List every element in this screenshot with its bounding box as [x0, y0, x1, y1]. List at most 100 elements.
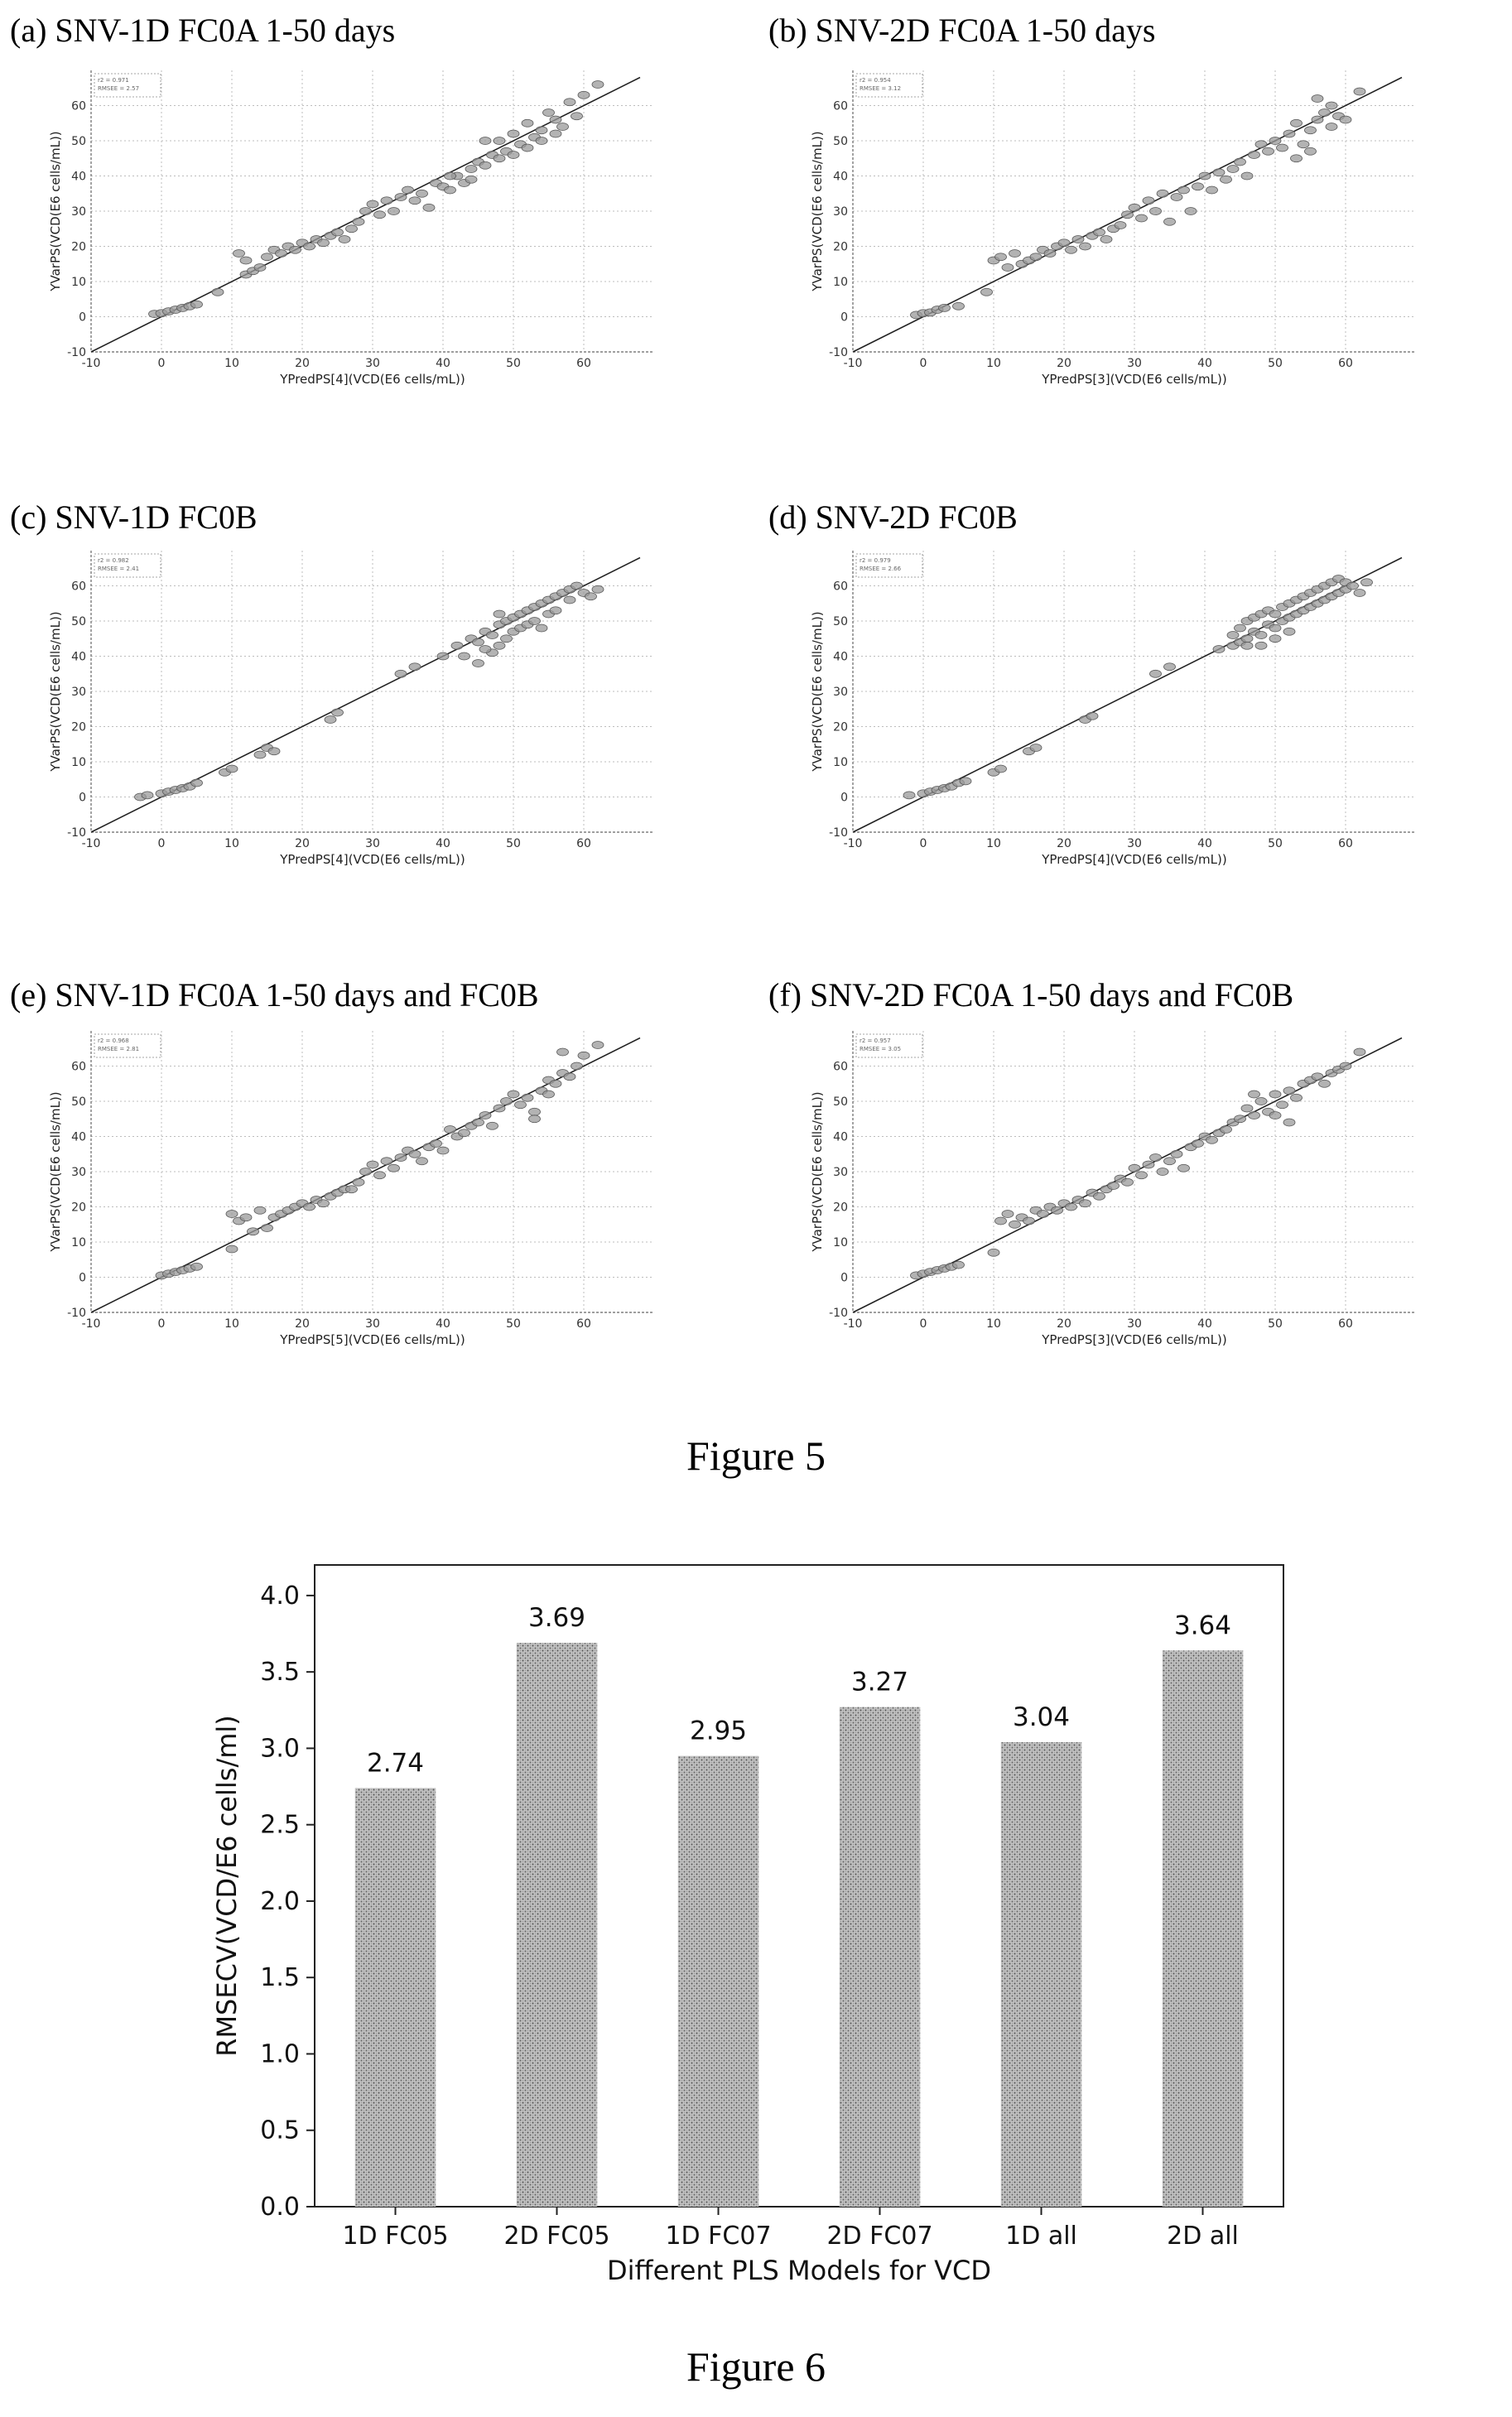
y-tick-label: 40 — [833, 171, 848, 184]
data-point — [472, 1118, 484, 1127]
x-tick-label: 50 — [1268, 837, 1283, 850]
y-tick-label: 0 — [79, 311, 86, 325]
data-point — [1318, 1079, 1331, 1088]
x-tick-label: 10 — [224, 357, 239, 370]
x-tick-label: -10 — [82, 357, 101, 370]
bar-value-label: 3.69 — [528, 1603, 585, 1633]
data-point — [1156, 189, 1169, 198]
data-point — [479, 161, 492, 170]
data-point — [542, 1090, 555, 1099]
data-point — [1290, 118, 1303, 128]
data-point — [422, 203, 436, 212]
x-tick-label: 40 — [1197, 357, 1212, 370]
data-point — [1311, 1072, 1324, 1081]
legend-entry: r2 = 0.971 — [98, 77, 129, 84]
data-point — [1318, 108, 1331, 117]
data-point — [938, 303, 951, 312]
data-point — [1304, 126, 1317, 135]
y-tick-label: 4.0 — [260, 1582, 300, 1611]
y-tick-label: -10 — [67, 1307, 86, 1320]
x-tick-label: 20 — [295, 1317, 310, 1331]
data-point — [225, 1210, 238, 1218]
y-axis-label: RMSECV(VCD/E6 cells/ml) — [211, 1715, 243, 2057]
x-tick-label: 40 — [436, 837, 450, 850]
x-tick-label: 40 — [1197, 1317, 1212, 1331]
legend-box — [94, 553, 161, 578]
data-point — [535, 624, 548, 633]
data-point — [289, 245, 301, 254]
x-tick-label: 2D FC05 — [503, 2222, 609, 2251]
data-point — [1240, 641, 1254, 650]
x-tick-label: 10 — [986, 1317, 1001, 1331]
data-point — [253, 1206, 267, 1215]
legend-entry: RMSEE = 2.57 — [98, 85, 139, 92]
data-point — [1170, 193, 1183, 201]
data-point — [430, 1139, 442, 1148]
data-point — [388, 1163, 400, 1172]
data-point — [444, 185, 456, 195]
data-point — [1226, 631, 1240, 639]
x-tick-label: 50 — [1268, 1317, 1283, 1331]
data-point — [542, 108, 555, 117]
data-point — [1135, 214, 1148, 223]
x-tick-label: 0 — [158, 357, 166, 370]
y-tick-label: 50 — [833, 1095, 848, 1109]
bar — [354, 1788, 436, 2207]
data-point — [1023, 1216, 1035, 1225]
data-point — [1262, 147, 1274, 156]
data-point — [493, 1104, 506, 1113]
data-point — [1009, 249, 1021, 258]
data-point — [1248, 1090, 1260, 1099]
data-point — [1093, 228, 1105, 237]
data-point — [528, 1107, 541, 1116]
panel-title-e: (e) SNV-1D FC0A 1-50 days and FC0B — [10, 976, 539, 1014]
data-point — [1269, 1111, 1282, 1119]
data-point — [1107, 1182, 1120, 1190]
data-point — [571, 112, 583, 121]
data-point — [1311, 115, 1324, 124]
y-tick-label: 0 — [79, 792, 86, 805]
data-point — [486, 631, 498, 639]
data-point — [521, 1093, 534, 1102]
y-tick-label: 40 — [833, 651, 848, 664]
data-point — [1353, 1047, 1366, 1057]
data-point — [571, 581, 583, 590]
data-point — [1149, 1153, 1162, 1162]
data-point — [416, 189, 428, 198]
data-point — [528, 617, 541, 625]
x-axis-label: YPredPS[5](VCD(E6 cells/mL)) — [279, 1332, 465, 1347]
y-axis-label: YVarPS(VCD(E6 cells/mL)) — [48, 1091, 63, 1252]
legend-entry: r2 = 0.982 — [98, 557, 129, 564]
x-tick-label: 0 — [920, 357, 927, 370]
data-point — [1290, 1093, 1303, 1102]
data-point — [1276, 1100, 1288, 1110]
y-tick-label: 50 — [833, 615, 848, 628]
y-tick-label: 1.5 — [260, 1963, 300, 1992]
y-tick-label: 60 — [71, 1061, 86, 1074]
x-tick-label: 20 — [1057, 1317, 1071, 1331]
data-point — [465, 165, 478, 173]
data-point — [465, 175, 478, 184]
data-point — [1170, 1149, 1183, 1158]
legend-entry: RMSEE = 2.81 — [98, 1046, 139, 1052]
x-tick-label: 60 — [576, 357, 591, 370]
data-point — [1086, 711, 1099, 720]
data-point — [444, 1125, 456, 1134]
x-tick-label: 30 — [1127, 837, 1142, 850]
x-tick-label: -10 — [82, 837, 101, 850]
x-tick-label: 30 — [365, 357, 380, 370]
y-tick-label: 10 — [833, 1236, 848, 1249]
data-point — [493, 154, 506, 163]
data-point — [1360, 578, 1373, 587]
data-point — [239, 256, 253, 265]
data-point — [416, 1157, 428, 1166]
data-point — [211, 287, 224, 296]
x-tick-label: 1D FC07 — [665, 2222, 771, 2251]
y-tick-label: 30 — [71, 205, 86, 219]
data-point — [380, 1157, 393, 1166]
data-point — [1206, 1135, 1218, 1144]
data-point — [563, 1072, 576, 1081]
bar — [1162, 1650, 1244, 2207]
data-point — [1290, 154, 1303, 163]
